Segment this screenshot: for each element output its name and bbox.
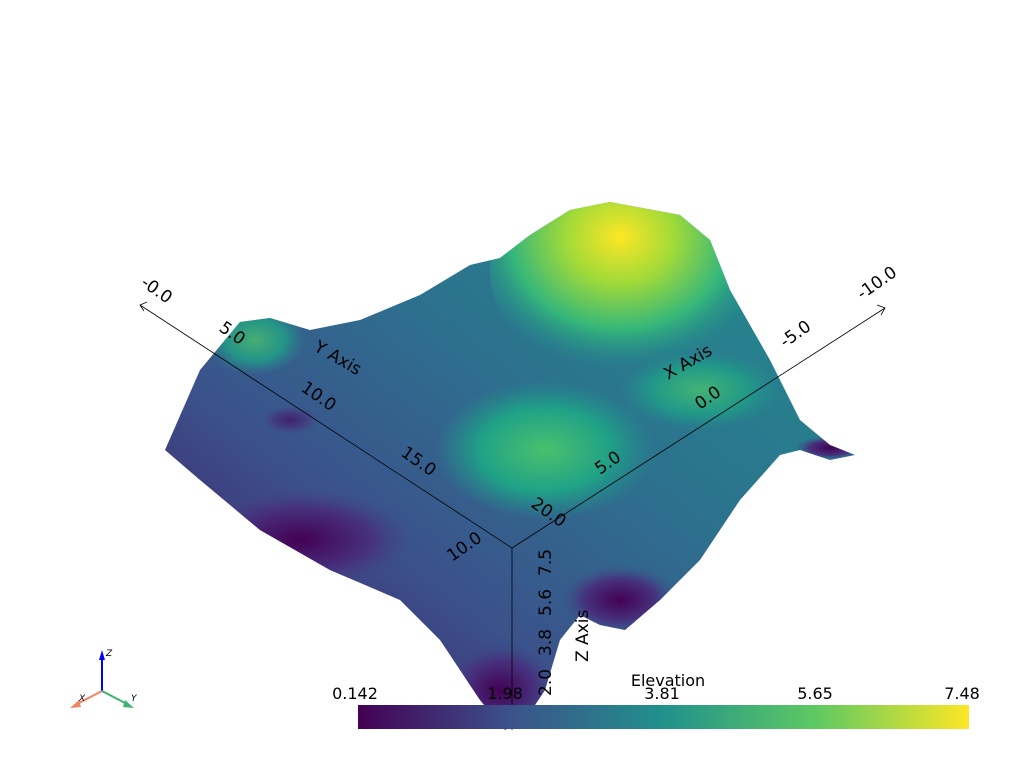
z-axis-title: Z Axis <box>573 610 593 662</box>
z-axis-tick-labels: 7.5 5.6 3.8 2.0 Z Axis <box>536 549 593 696</box>
axes-lines <box>139 301 886 730</box>
scalar-bar-label: 7.48 <box>944 684 980 703</box>
y-tick-label: -0.0 <box>137 273 176 308</box>
orientation-x-label: X <box>78 694 86 704</box>
scalar-bar-label: 0.142 <box>332 684 378 703</box>
z-tick-label: 3.8 <box>536 629 556 656</box>
scalar-bar-label: 3.81 <box>644 684 680 703</box>
orientation-z-label: Z <box>105 649 113 659</box>
x-tick-label: -5.0 <box>776 317 815 352</box>
z-tick-label: 2.0 <box>536 669 556 696</box>
z-tick-label: 5.6 <box>536 589 556 616</box>
x-axis <box>511 307 886 549</box>
scalar-bar-title: Elevation <box>631 671 705 690</box>
scalar-bar-label: 1.98 <box>487 684 523 703</box>
orientation-axes-widget: Z X Y <box>70 649 138 708</box>
elevation-surface <box>165 202 855 730</box>
scalar-bar-label: 5.65 <box>797 684 833 703</box>
scalar-bar-gradient <box>358 705 969 729</box>
x-tick-label: -10.0 <box>853 262 901 304</box>
z-tick-label: 7.5 <box>536 549 556 576</box>
scalar-bar: Elevation 0.142 1.98 3.81 5.65 7.48 <box>332 671 980 729</box>
y-axis <box>139 304 513 549</box>
orientation-y-label: Y <box>131 694 138 704</box>
